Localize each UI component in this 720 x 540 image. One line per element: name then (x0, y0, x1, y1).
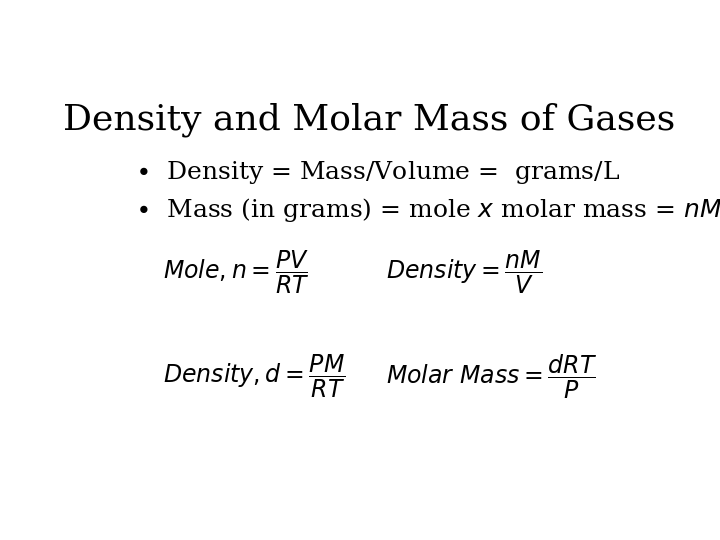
Text: $\bullet$  Density = Mass/Volume =  grams/L: $\bullet$ Density = Mass/Volume = grams/… (135, 159, 620, 186)
Text: $Density, d = \dfrac{PM}{RT}$: $Density, d = \dfrac{PM}{RT}$ (163, 353, 345, 400)
Text: $Molar\ Mass = \dfrac{dRT}{P}$: $Molar\ Mass = \dfrac{dRT}{P}$ (386, 353, 597, 401)
Text: $\bullet$  Mass (in grams) = mole $x$ molar mass = $nM$: $\bullet$ Mass (in grams) = mole $x$ mol… (135, 197, 720, 224)
Text: $Density = \dfrac{nM}{V}$: $Density = \dfrac{nM}{V}$ (386, 249, 542, 296)
Text: Density and Molar Mass of Gases: Density and Molar Mass of Gases (63, 102, 675, 137)
Text: $Mole, n = \dfrac{PV}{RT}$: $Mole, n = \dfrac{PV}{RT}$ (163, 249, 309, 296)
